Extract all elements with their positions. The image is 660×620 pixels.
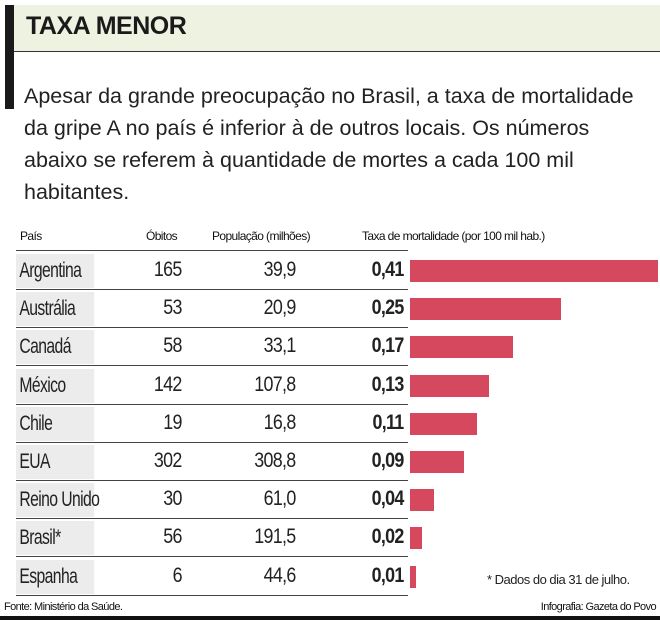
rate-bar [410, 298, 562, 321]
deaths-value: 30 [163, 487, 182, 511]
country-name: EUA [19, 450, 50, 473]
country-name: Reino Unido [19, 488, 100, 512]
rate-value: 0,04 [371, 487, 405, 511]
rate-bar [410, 374, 489, 397]
rate-bar [410, 412, 477, 435]
rate-value: 0,41 [371, 258, 405, 281]
country-name: Canadá [19, 335, 71, 359]
country-cell: Argentina [16, 254, 95, 288]
rate-value: 0,01 [371, 563, 405, 587]
intro-text: Apesar da grande preocupação no Brasil, … [24, 84, 634, 204]
rate-value: 0,11 [372, 410, 405, 434]
country-cell: Chile [16, 406, 95, 441]
credit: Infografia: Gazeta do Povo [540, 601, 657, 613]
population-value: 16,8 [263, 410, 297, 434]
rate-bar [410, 451, 465, 473]
rate-value: 0,17 [371, 334, 405, 358]
country-cell: Canadá [16, 330, 95, 365]
table-row: Argentina 165 39,9 0,41 [16, 252, 408, 290]
title: TAXA MENOR [26, 12, 187, 40]
deaths-value: 302 [154, 449, 182, 472]
table-row: Chile 19 16,8 0,11 [16, 405, 408, 443]
country-name: Austrália [19, 297, 76, 321]
title-band [14, 5, 660, 52]
country-name: Argentina [19, 259, 82, 282]
table-row: Espanha 6 44,6 0,01 [16, 558, 408, 596]
deaths-value: 165 [154, 258, 182, 281]
population-value: 107,8 [254, 372, 297, 396]
table-row: Brasil* 56 191,5 0,02 [16, 519, 408, 558]
rate-bar [410, 527, 423, 550]
country-cell: Reino Unido [16, 483, 100, 518]
population-value: 33,1 [263, 334, 297, 358]
country-name: Chile [19, 411, 53, 435]
deaths-value: 6 [172, 563, 183, 587]
country-cell: EUA [16, 445, 95, 479]
rate-bar [410, 260, 658, 282]
col-header-country: País [20, 229, 42, 243]
country-cell: Brasil* [16, 521, 95, 556]
table-row: Canadá 58 33,1 0,17 [16, 328, 408, 367]
rate-value: 0,02 [371, 525, 405, 549]
col-header-deaths: Óbitos [146, 229, 178, 243]
bottom-rule [0, 616, 660, 620]
population-value: 191,5 [254, 525, 297, 549]
country-name: Espanha [19, 564, 78, 588]
deaths-value: 56 [163, 525, 182, 549]
country-name: Brasil* [19, 526, 61, 550]
population-value: 20,9 [263, 296, 297, 320]
table-row: Austrália 53 20,9 0,25 [16, 290, 408, 329]
country-cell: Austrália [16, 292, 95, 327]
rate-value: 0,25 [371, 296, 405, 320]
population-value: 308,8 [254, 449, 297, 472]
country-cell: México [16, 368, 95, 403]
header-divider [16, 250, 408, 251]
rate-value: 0,09 [371, 449, 405, 472]
deaths-value: 53 [163, 296, 182, 320]
population-value: 44,6 [263, 563, 297, 587]
deaths-value: 142 [154, 372, 182, 396]
deaths-value: 19 [163, 410, 182, 434]
table-row: Reino Unido 30 61,0 0,04 [16, 481, 408, 520]
col-header-population: População (milhões) [212, 229, 311, 243]
population-value: 61,0 [263, 487, 297, 511]
rate-value: 0,13 [371, 372, 405, 396]
country-cell: Espanha [16, 559, 95, 594]
population-value: 39,9 [263, 258, 297, 281]
col-header-rate: Taxa de mortalidade (por 100 mil hab.) [362, 229, 545, 243]
footnote: * Dados do dia 31 de julho. [487, 572, 630, 587]
rate-bar [410, 565, 417, 588]
table-row: México 142 107,8 0,13 [16, 367, 408, 405]
rate-bar [410, 336, 513, 359]
country-name: México [19, 373, 66, 397]
rate-bar [410, 489, 435, 512]
table-row: EUA 302 308,8 0,09 [16, 443, 408, 481]
accent-bar [5, 5, 14, 109]
source: Fonte: Ministério da Saúde. [4, 601, 123, 613]
deaths-value: 58 [163, 334, 182, 358]
